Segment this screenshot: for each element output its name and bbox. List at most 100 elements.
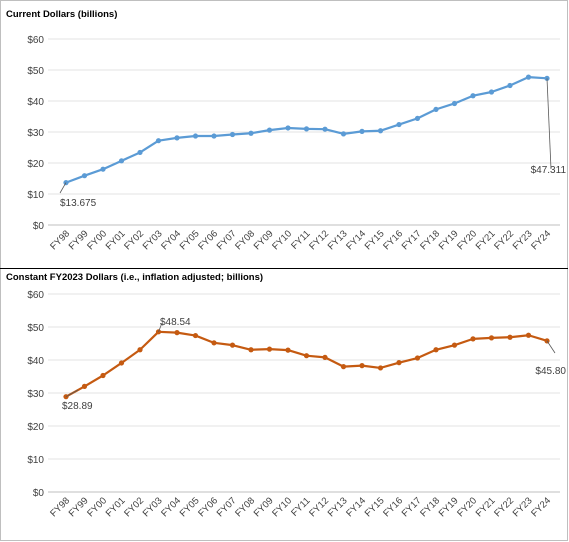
x-tick-label: FY13 xyxy=(326,228,350,252)
y-tick-label: $30 xyxy=(27,128,44,139)
data-point xyxy=(470,336,476,342)
data-point xyxy=(248,130,254,136)
x-tick-label: FY99 xyxy=(67,228,91,252)
data-point xyxy=(155,329,162,335)
x-tick-label: FY04 xyxy=(159,495,183,519)
data-point xyxy=(229,342,236,348)
data-point xyxy=(285,347,291,353)
data-point xyxy=(100,166,106,172)
y-tick-label: $10 xyxy=(27,455,44,466)
x-tick-label: FY10 xyxy=(270,228,294,252)
data-point xyxy=(507,334,513,340)
data-point xyxy=(507,82,513,89)
data-point xyxy=(322,354,328,360)
data-point xyxy=(266,346,273,352)
data-point xyxy=(211,133,217,139)
x-tick-label: FY20 xyxy=(455,228,479,252)
data-point xyxy=(433,347,439,353)
annotation-leader xyxy=(546,340,556,354)
x-tick-label: FY24 xyxy=(529,495,553,519)
x-tick-label: FY23 xyxy=(511,495,535,519)
data-label: $13.675 xyxy=(60,198,97,209)
data-point xyxy=(229,131,236,138)
x-tick-label: FY17 xyxy=(400,495,424,519)
data-point xyxy=(81,383,88,389)
x-tick-label: FY14 xyxy=(344,495,368,519)
x-tick-label: FY07 xyxy=(215,228,239,252)
x-tick-label: FY21 xyxy=(474,495,498,519)
data-point xyxy=(377,365,384,371)
data-point xyxy=(396,360,402,366)
y-tick-label: $20 xyxy=(27,159,44,170)
data-label: $47.311 xyxy=(531,165,567,176)
data-point xyxy=(211,340,217,346)
x-tick-label: FY03 xyxy=(141,495,165,519)
data-point xyxy=(525,74,532,80)
x-tick-label: FY03 xyxy=(141,228,165,252)
y-tick-label: $10 xyxy=(27,190,44,201)
x-tick-label: FY11 xyxy=(289,495,312,518)
data-point xyxy=(488,89,495,95)
annotation-leader xyxy=(65,389,79,398)
x-tick-label: FY06 xyxy=(196,495,220,519)
x-tick-label: FY08 xyxy=(233,495,257,519)
data-point xyxy=(340,131,347,137)
data-point xyxy=(414,355,421,361)
x-tick-label: FY22 xyxy=(492,495,516,519)
y-tick-label: $60 xyxy=(27,35,44,46)
x-tick-label: FY05 xyxy=(178,495,202,519)
data-point xyxy=(525,332,532,338)
x-tick-label: FY14 xyxy=(344,228,368,252)
chart-2-constant-dollars: $0 $10 $20 $30 $40 $50 $60 FY98FY99FY00FY01FY02… xyxy=(27,290,566,519)
data-point xyxy=(248,347,254,353)
x-tick-label: FY01 xyxy=(104,495,128,519)
x-tick-label: FY22 xyxy=(492,228,516,252)
x-tick-label: FY04 xyxy=(159,228,183,252)
data-point xyxy=(266,127,273,133)
annotation-leader xyxy=(158,322,163,332)
y-tick-label: $40 xyxy=(27,356,44,367)
x-tick-label: FY99 xyxy=(67,495,91,519)
y-tick-label: $0 xyxy=(33,221,45,232)
x-tick-label: FY98 xyxy=(48,228,72,252)
annotation-leader xyxy=(546,78,552,170)
data-point xyxy=(433,106,439,112)
data-point xyxy=(192,133,199,139)
data-point xyxy=(322,126,328,132)
y-tick-label: $20 xyxy=(27,422,44,433)
x-tick-label: FY16 xyxy=(381,495,405,519)
data-point xyxy=(470,93,476,99)
data-point xyxy=(118,158,125,164)
x-tick-label: FY13 xyxy=(326,495,350,519)
y-tick-label: $50 xyxy=(27,323,44,334)
x-tick-label: FY20 xyxy=(455,495,479,519)
data-point xyxy=(137,347,143,353)
data-point xyxy=(340,364,347,370)
data-point xyxy=(303,126,310,132)
x-tick-label: FY02 xyxy=(122,228,146,252)
data-point xyxy=(488,335,495,341)
x-tick-label: FY19 xyxy=(437,495,461,519)
data-point xyxy=(192,332,199,339)
x-tick-label: FY21 xyxy=(474,228,498,252)
x-tick-label: FY09 xyxy=(252,495,276,519)
x-tick-label: FY98 xyxy=(48,495,72,519)
x-tick-label: FY01 xyxy=(104,228,128,252)
chart-divider xyxy=(0,268,568,269)
data-point xyxy=(451,100,458,107)
data-point xyxy=(544,338,550,344)
x-tick-label: FY00 xyxy=(85,495,109,519)
data-point xyxy=(414,115,421,121)
series-line xyxy=(65,330,548,398)
x-tick-label: FY02 xyxy=(122,495,146,519)
y-tick-label: $40 xyxy=(27,97,44,108)
chart-1-current-dollars: $0 $10 $20 $30 $40 $50 $60 FY98FY99FY00FY01FY02… xyxy=(27,35,567,252)
x-tick-label: FY10 xyxy=(270,495,294,519)
x-tick-label: FY15 xyxy=(363,228,387,252)
data-point xyxy=(377,128,384,134)
x-tick-label: FY00 xyxy=(85,228,109,252)
x-tick-label: FY24 xyxy=(529,228,553,252)
x-tick-label: FY23 xyxy=(511,228,535,252)
data-point xyxy=(174,135,180,141)
